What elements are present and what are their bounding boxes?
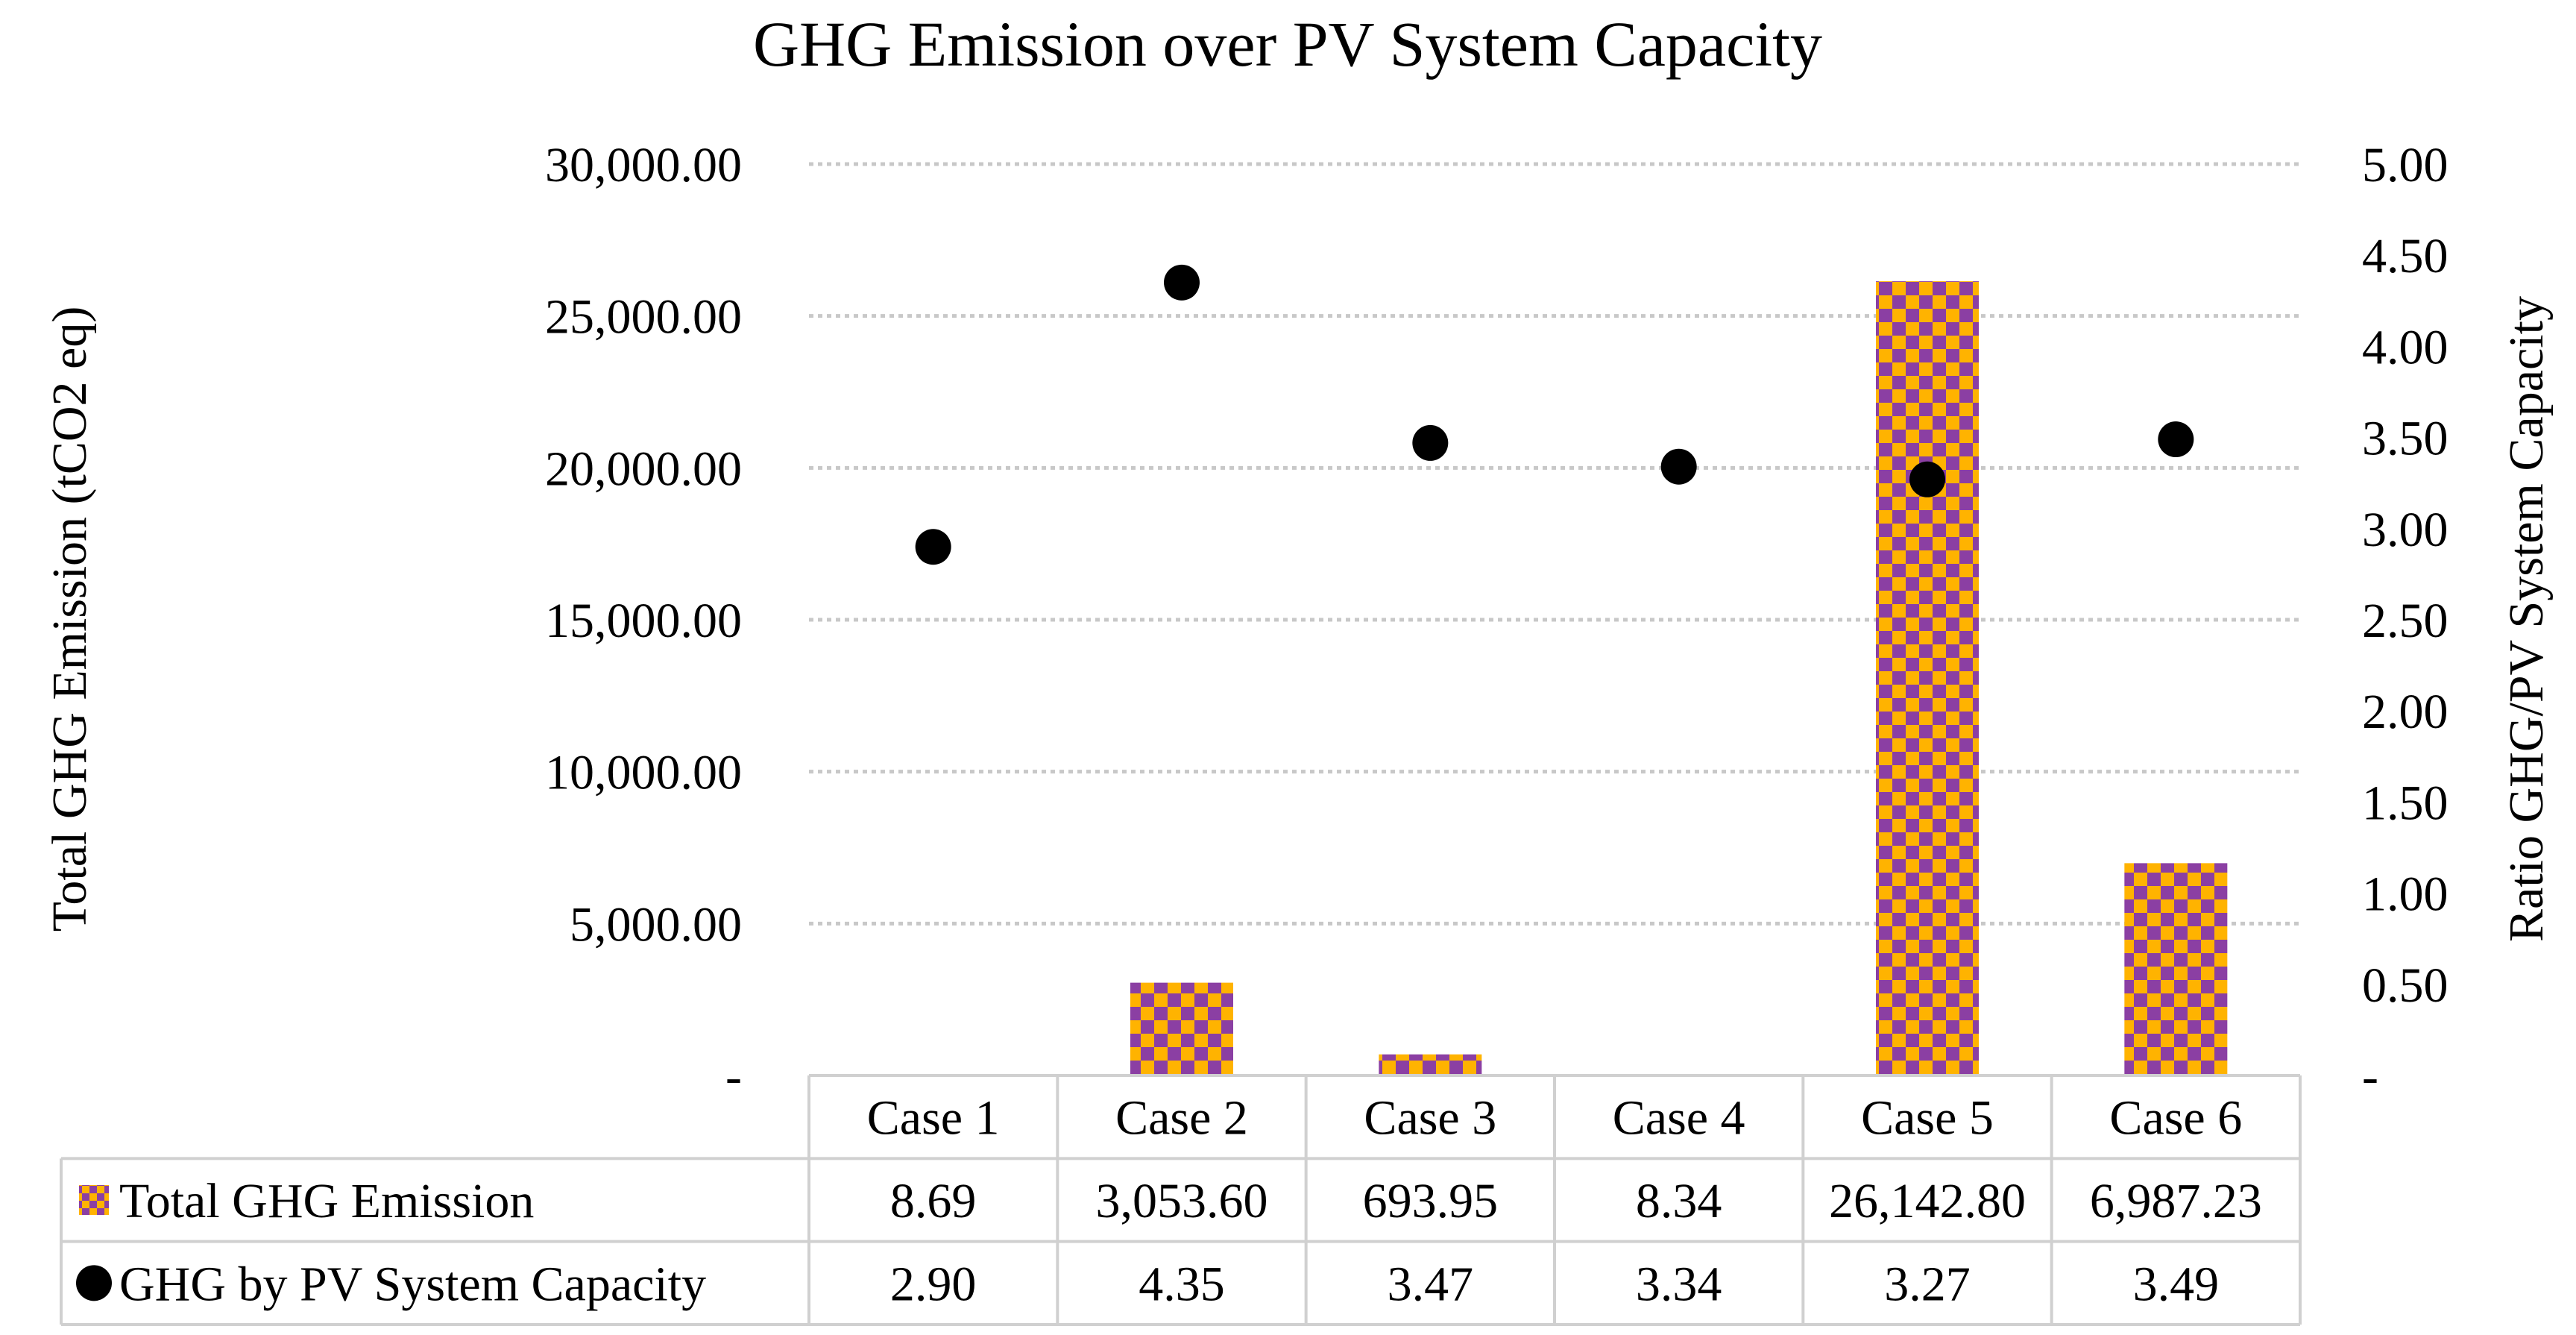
marker-series — [915, 264, 2194, 565]
y-tick-label: - — [725, 1049, 742, 1104]
legend-label: GHG by PV System Capacity — [119, 1257, 706, 1311]
y2-tick-label: 5.00 — [2362, 138, 2449, 192]
category-label: Case 4 — [1613, 1091, 1745, 1146]
table-cell-value: 26,142.80 — [1829, 1174, 2026, 1228]
marker — [1412, 424, 1449, 461]
y-tick-label: 20,000.00 — [545, 442, 742, 496]
bar — [2124, 863, 2228, 1075]
category-label: Case 6 — [2109, 1091, 2242, 1146]
legend-key-marker — [76, 1265, 112, 1301]
y2-tick-label: 1.50 — [2362, 776, 2449, 830]
y2-axis-ticks: - 0.50 1.00 1.50 2.00 2.50 3.00 3.50 4.00 4.50 5.0… — [2362, 138, 2449, 1104]
marker — [2158, 421, 2194, 458]
y2-tick-label: 1.00 — [2362, 867, 2449, 922]
table-cell-value: 8.34 — [1636, 1174, 1722, 1228]
y2-tick-label: 2.50 — [2362, 594, 2449, 648]
bar — [1130, 982, 1233, 1075]
table-cell-value: 3.49 — [2133, 1257, 2220, 1311]
category-label: Case 1 — [867, 1091, 1000, 1146]
y2-tick-label: - — [2362, 1049, 2378, 1104]
y2-tick-label: 2.00 — [2362, 685, 2449, 739]
category-label: Case 2 — [1115, 1091, 1248, 1146]
bar-series — [881, 281, 2228, 1076]
bar — [1379, 1054, 1482, 1075]
table-cell-value: 3,053.60 — [1096, 1174, 1268, 1228]
y2-axis-title: Ratio GHG/PV System Capacity — [2499, 296, 2554, 942]
data-table: Case 1 Case 2 Case 3 Case 4 Case 5 Case 6 Tota… — [60, 1074, 2302, 1326]
y2-tick-label: 4.00 — [2362, 320, 2449, 374]
marker — [1909, 461, 1945, 497]
y-tick-label: 15,000.00 — [545, 594, 742, 648]
table-cell-value: 4.35 — [1139, 1257, 1225, 1311]
marker — [1164, 264, 1200, 301]
table-cell-value: 3.47 — [1388, 1257, 1474, 1311]
category-label: Case 5 — [1861, 1091, 1994, 1146]
y-tick-label: 25,000.00 — [545, 290, 742, 345]
table-cell-value: 3.34 — [1636, 1257, 1722, 1311]
y2-tick-label: 0.50 — [2362, 958, 2449, 1013]
y-tick-label: 5,000.00 — [570, 897, 742, 952]
category-label: Case 3 — [1364, 1091, 1496, 1146]
table-cell-value: 2.90 — [890, 1257, 977, 1311]
legend-label: Total GHG Emission — [119, 1174, 534, 1228]
table-cell-value: 693.95 — [1363, 1174, 1499, 1228]
legend-key-bar — [79, 1185, 109, 1215]
marker — [1660, 448, 1697, 485]
y2-tick-label: 3.00 — [2362, 503, 2449, 557]
y2-tick-label: 3.50 — [2362, 412, 2449, 466]
table-cell-value: 3.27 — [1884, 1257, 1971, 1311]
table-cell-value: 8.69 — [890, 1174, 977, 1228]
gridlines — [809, 162, 2300, 926]
marker — [915, 529, 951, 565]
bar — [1876, 281, 1979, 1076]
table-cell-value: 6,987.23 — [2090, 1174, 2262, 1228]
y-axis-title: Total GHG Emission (tCO2 eq) — [42, 307, 97, 932]
chart-title: GHG Emission over PV System Capacity — [753, 8, 1822, 80]
y-tick-label: 10,000.00 — [545, 746, 742, 800]
y-axis-ticks: - 5,000.00 10,000.00 15,000.00 20,000.00 25,0… — [545, 138, 742, 1104]
y2-tick-label: 4.50 — [2362, 229, 2449, 283]
y-tick-label: 30,000.00 — [545, 138, 742, 192]
